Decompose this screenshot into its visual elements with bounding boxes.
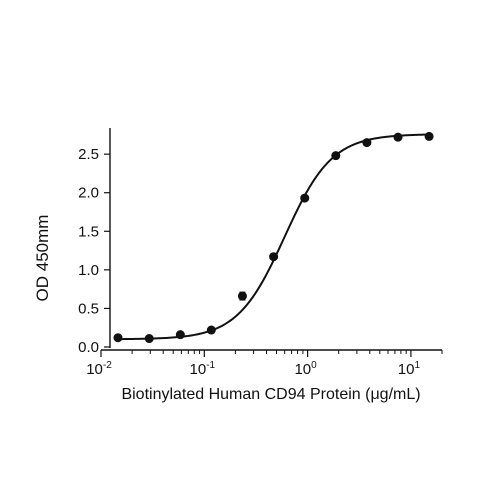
data-point <box>269 252 279 262</box>
data-point <box>237 291 247 301</box>
y-tick-label: 2.0 <box>78 185 99 202</box>
data-points <box>113 131 434 344</box>
y-tick-label: 1.5 <box>78 223 99 240</box>
data-point <box>393 132 403 142</box>
x-tick-label: 101 <box>398 360 421 378</box>
data-point <box>113 333 123 343</box>
data-point <box>362 138 372 148</box>
y-tick-label: 0.5 <box>78 300 99 317</box>
y-tick-label: 2.5 <box>78 146 99 163</box>
data-point <box>300 193 310 203</box>
x-tick-label: 100 <box>294 360 317 378</box>
data-point <box>424 131 434 141</box>
x-tick-label: 10-2 <box>86 360 112 378</box>
fit-curve <box>117 133 430 341</box>
data-point <box>144 334 154 344</box>
y-axis: 0.0 0.5 1.0 1.5 2.0 2.5 <box>78 128 111 356</box>
y-tick-label: 0.0 <box>78 339 99 356</box>
x-tick-label: 10-1 <box>190 360 216 378</box>
x-ticks: 10-2 10-1 100 101 <box>86 350 443 378</box>
y-ticks: 0.0 0.5 1.0 1.5 2.0 2.5 <box>78 146 110 356</box>
y-axis-label: OD 450mm <box>33 215 52 302</box>
x-axis-label: Biotinylated Human CD94 Protein (μg/mL) <box>121 386 420 403</box>
y-tick-label: 1.0 <box>78 262 99 279</box>
data-point <box>175 330 185 340</box>
data-point <box>331 151 341 161</box>
data-point <box>206 325 216 335</box>
x-axis: 10-2 10-1 100 101 <box>86 349 443 378</box>
